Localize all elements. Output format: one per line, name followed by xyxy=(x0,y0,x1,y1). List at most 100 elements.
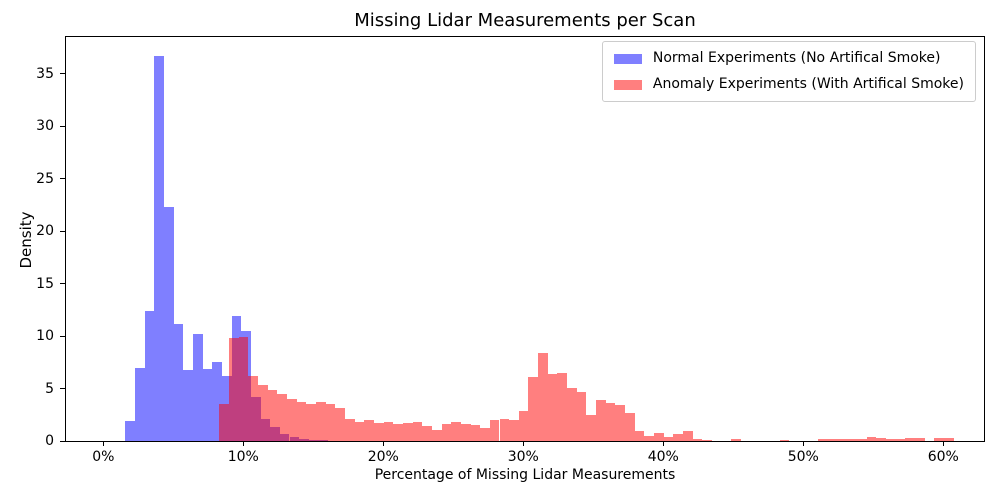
legend-swatch-normal xyxy=(613,53,642,64)
histogram-bar xyxy=(192,334,203,441)
y-tick-label: 0 xyxy=(45,433,54,449)
legend-item-normal: Normal Experiments (No Artifical Smoke) xyxy=(613,50,964,67)
histogram-bar xyxy=(431,430,442,441)
legend: Normal Experiments (No Artifical Smoke) … xyxy=(601,41,976,102)
histogram-bar xyxy=(373,423,384,441)
histogram-bar xyxy=(779,439,790,441)
histogram-bar xyxy=(335,408,345,441)
y-tick xyxy=(60,335,66,337)
y-tick xyxy=(60,230,66,232)
histogram-bar xyxy=(315,402,326,441)
histogram-bar xyxy=(876,437,886,441)
histogram-bar xyxy=(567,388,577,441)
x-tick-label: 20% xyxy=(367,449,399,465)
y-tick-label: 10 xyxy=(36,328,54,345)
histogram-bar xyxy=(818,439,828,441)
x-tick xyxy=(382,441,384,446)
histogram-bar xyxy=(325,404,336,441)
y-tick-label: 20 xyxy=(36,223,54,240)
histogram-bar xyxy=(306,404,316,441)
histogram-bar xyxy=(692,438,703,441)
legend-swatch-anomaly xyxy=(613,79,642,90)
chart-title: Missing Lidar Measurements per Scan xyxy=(354,10,696,31)
y-tick-label: 5 xyxy=(45,380,54,397)
x-tick xyxy=(522,441,524,446)
histogram-bar xyxy=(183,369,193,441)
histogram-bar xyxy=(895,439,906,441)
histogram-bar xyxy=(460,424,471,441)
x-tick xyxy=(942,441,944,446)
histogram-bar xyxy=(634,430,645,441)
histogram-bar xyxy=(663,436,674,441)
histogram-bar xyxy=(943,438,954,441)
y-tick-label: 25 xyxy=(36,170,54,187)
histogram-bar xyxy=(673,434,684,441)
x-tick-label: 10% xyxy=(227,449,259,465)
histogram-bar xyxy=(827,439,838,441)
x-tick-label: 30% xyxy=(507,449,539,465)
y-tick xyxy=(60,283,66,285)
histogram-bar xyxy=(125,421,135,441)
histogram-bar xyxy=(134,367,145,441)
histogram-bar xyxy=(470,425,481,441)
histogram-bar xyxy=(557,373,568,441)
histogram-bar xyxy=(441,424,452,441)
x-tick-label: 0% xyxy=(92,449,115,465)
x-tick xyxy=(662,441,664,446)
histogram-bar xyxy=(402,423,413,441)
histogram-bar xyxy=(296,401,307,441)
y-tick xyxy=(60,388,66,390)
histogram-bar xyxy=(586,415,597,441)
x-tick xyxy=(242,441,244,446)
histogram-bar xyxy=(422,426,432,441)
histogram-bar xyxy=(856,439,867,441)
histogram-bar xyxy=(219,404,230,441)
histogram-bar xyxy=(866,436,877,441)
x-tick-label: 60% xyxy=(927,449,959,465)
y-tick-label: 35 xyxy=(36,65,54,82)
histogram-bar xyxy=(202,368,213,441)
y-tick xyxy=(60,73,66,75)
histogram-bar xyxy=(837,439,848,441)
y-tick xyxy=(60,440,66,442)
x-tick xyxy=(802,441,804,446)
y-tick-label: 30 xyxy=(36,118,54,135)
legend-label-normal: Normal Experiments (No Artifical Smoke) xyxy=(652,50,941,66)
histogram-bar xyxy=(596,400,606,441)
histogram-bar xyxy=(576,391,587,441)
histogram-bar xyxy=(518,410,529,441)
histogram-bar xyxy=(163,207,174,441)
histogram-bar xyxy=(173,323,184,441)
histogram-bar xyxy=(914,438,925,441)
y-tick-label: 15 xyxy=(36,275,54,292)
histogram-bar xyxy=(344,418,355,441)
histogram-bar xyxy=(267,389,278,441)
y-axis-label: Density xyxy=(17,211,35,269)
histogram-bar xyxy=(538,352,548,441)
histogram-bar xyxy=(605,403,616,441)
x-tick-label: 50% xyxy=(787,449,819,465)
histogram-bar xyxy=(654,433,664,441)
histogram-bar xyxy=(509,420,519,441)
histogram-bar xyxy=(615,405,626,441)
x-tick-label: 40% xyxy=(647,449,679,465)
histogram-bar xyxy=(238,336,249,441)
y-tick xyxy=(60,178,66,180)
histogram-bar xyxy=(934,438,944,441)
histogram-bar xyxy=(499,418,510,441)
histogram-bar xyxy=(412,422,423,441)
histogram-bar xyxy=(885,439,896,441)
histogram-bar xyxy=(258,384,268,441)
histogram-bar xyxy=(528,377,539,441)
histogram-bar xyxy=(354,422,365,441)
x-axis-label: Percentage of Missing Lidar Measurements xyxy=(374,467,676,483)
histogram-bar xyxy=(683,431,693,441)
histogram-bar xyxy=(393,424,403,441)
histogram-bar xyxy=(144,310,155,441)
histogram-bar xyxy=(212,362,222,441)
histogram-bar xyxy=(905,437,915,441)
histogram-bar xyxy=(547,373,558,441)
histogram-bar xyxy=(364,420,374,441)
histogram-bar xyxy=(625,413,635,441)
